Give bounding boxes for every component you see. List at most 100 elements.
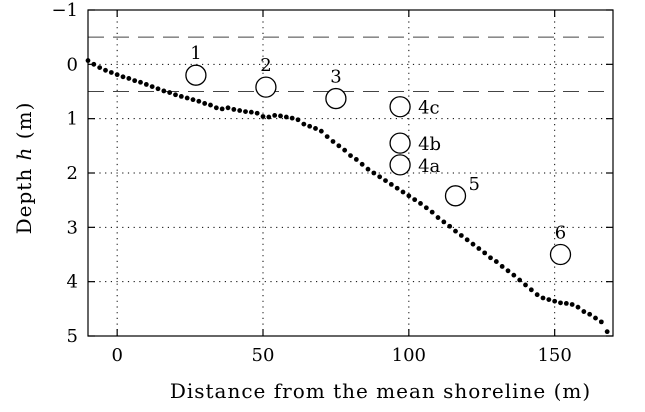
profile-point xyxy=(248,109,254,115)
profile-point xyxy=(295,117,301,123)
profile-point xyxy=(406,193,412,199)
profile-point xyxy=(523,282,528,288)
profile-point xyxy=(563,301,569,306)
x-tick-label: 50 xyxy=(252,345,275,366)
profile-point xyxy=(435,215,441,220)
profile-point xyxy=(412,197,418,203)
profile-point xyxy=(336,143,342,149)
profile-point xyxy=(97,65,103,70)
profile-point xyxy=(575,304,581,310)
profile-point xyxy=(307,123,313,129)
profile-point xyxy=(167,90,173,95)
station-label: 2 xyxy=(260,55,271,76)
profile-point xyxy=(225,105,231,111)
profile-point xyxy=(470,241,476,247)
profile-point xyxy=(254,110,260,116)
y-tick-label: 0 xyxy=(67,54,78,75)
profile-point xyxy=(558,300,563,306)
station-label: 1 xyxy=(190,43,201,64)
station-marker xyxy=(444,185,467,207)
y-tick-label: −1 xyxy=(51,0,78,21)
profile-point xyxy=(383,178,388,184)
profile-point xyxy=(237,108,243,113)
profile-point xyxy=(505,268,511,274)
y-tick-label: 1 xyxy=(67,109,78,130)
profile-point xyxy=(365,166,371,172)
profile-point xyxy=(202,101,208,106)
profile-point xyxy=(493,259,499,264)
station-marker xyxy=(549,243,572,266)
profile-point xyxy=(126,76,132,81)
profile-point xyxy=(213,105,219,111)
y-axis-label-variable: h xyxy=(12,147,36,161)
profile-point xyxy=(330,139,336,144)
profile-point xyxy=(301,121,307,127)
station-marker xyxy=(389,154,411,176)
profile-point xyxy=(196,98,202,104)
x-tick-label: 0 xyxy=(111,345,122,366)
station-label: 5 xyxy=(469,174,480,195)
profile-point xyxy=(499,264,505,269)
station-marker xyxy=(255,76,277,98)
profile-point xyxy=(423,205,429,211)
y-tick-label: 5 xyxy=(67,326,78,347)
y-axis-label-suffix: (m) xyxy=(12,102,36,147)
y-tick-label: 4 xyxy=(67,272,78,293)
profile-point xyxy=(482,250,488,256)
station-marker xyxy=(185,64,207,86)
y-axis-label: Depth h (m) xyxy=(12,102,36,235)
profile-point xyxy=(394,185,400,191)
profile-point xyxy=(476,246,482,251)
profile-point xyxy=(260,114,266,119)
profile-point xyxy=(359,161,365,167)
profile-point xyxy=(429,209,435,215)
profile-point xyxy=(598,319,604,325)
profile-point xyxy=(103,67,108,73)
grid-lines xyxy=(88,10,613,336)
profile-point xyxy=(324,134,330,139)
profile-point xyxy=(342,147,348,153)
x-axis-ticks: 0 50 100 150 xyxy=(111,10,572,366)
profile-point xyxy=(178,93,184,99)
profile-point xyxy=(313,126,318,131)
station-label: 4c xyxy=(418,98,440,119)
profile-point xyxy=(569,302,575,307)
station-label: 4b xyxy=(418,134,441,155)
profile-point xyxy=(278,113,283,119)
y-tick-label: 3 xyxy=(67,217,78,238)
profile-point xyxy=(517,277,523,283)
profile-point xyxy=(447,223,453,229)
profile-point xyxy=(138,79,143,85)
station-marker xyxy=(325,87,347,110)
profile-point xyxy=(289,115,295,121)
station-label: 3 xyxy=(330,67,341,88)
profile-point xyxy=(272,113,278,118)
profile-point xyxy=(120,74,126,80)
station-label: 6 xyxy=(555,223,566,244)
x-tick-label: 100 xyxy=(392,345,426,366)
seabed-profile-series xyxy=(85,58,610,335)
profile-point xyxy=(458,233,464,238)
profile-point xyxy=(488,255,493,261)
station-label: 4a xyxy=(418,156,440,177)
profile-point xyxy=(143,82,149,87)
profile-point xyxy=(348,153,353,159)
profile-point xyxy=(604,329,610,335)
profile-point xyxy=(441,219,447,225)
x-tick-label: 150 xyxy=(537,345,571,366)
profile-point xyxy=(353,157,359,162)
profile-point xyxy=(155,86,161,92)
profile-point xyxy=(540,295,546,301)
profile-point xyxy=(464,237,470,243)
profile-point xyxy=(219,106,225,112)
y-tick-label: 2 xyxy=(67,163,78,184)
profile-point xyxy=(132,78,138,84)
profile-point xyxy=(173,92,178,98)
profile-point xyxy=(114,72,120,78)
profile-point xyxy=(243,109,248,115)
profile-point xyxy=(149,84,155,90)
station-marker xyxy=(389,96,411,118)
dashed-reference-lines xyxy=(88,36,613,92)
